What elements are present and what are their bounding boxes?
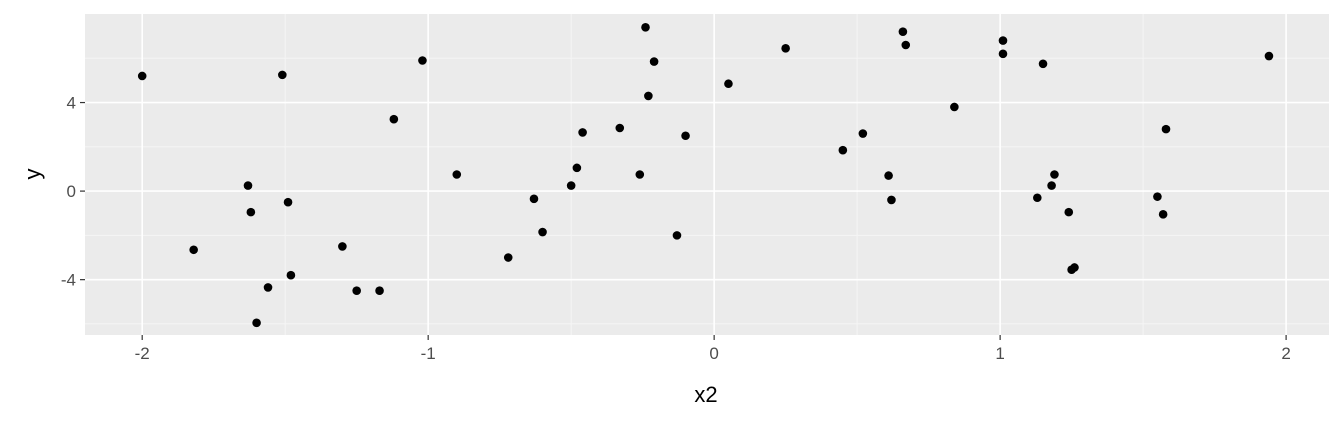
data-point: [418, 56, 427, 65]
data-point: [578, 128, 587, 137]
data-point: [1153, 192, 1162, 201]
data-point: [781, 44, 790, 53]
data-point: [189, 245, 198, 255]
data-point: [1264, 51, 1274, 61]
data-point: [1038, 59, 1048, 69]
data-point: [538, 227, 547, 237]
data-point: [950, 102, 959, 112]
data-point: [389, 114, 399, 124]
y-tick-label: 0: [67, 182, 76, 201]
data-point: [1158, 210, 1168, 219]
data-point: [452, 170, 462, 179]
data-point: [286, 270, 296, 280]
data-point: [352, 286, 361, 296]
data-point: [641, 22, 650, 32]
data-point: [649, 57, 659, 66]
data-point: [529, 194, 539, 204]
data-point: [858, 129, 868, 138]
data-point: [887, 195, 896, 205]
x-tick-label: 1: [995, 344, 1004, 363]
data-point: [724, 79, 733, 89]
y-axis-ticks: -4 0 4: [61, 94, 85, 290]
data-point: [644, 91, 653, 101]
data-points: [137, 22, 1274, 328]
minor-gridlines: [85, 14, 1329, 335]
data-point: [338, 242, 347, 251]
data-point: [998, 36, 1008, 45]
data-point: [1047, 181, 1056, 190]
data-point: [246, 207, 256, 217]
data-point: [615, 123, 625, 133]
data-point: [263, 283, 273, 292]
x-tick-label: 2: [1281, 344, 1290, 363]
data-point: [635, 170, 645, 179]
data-point: [681, 131, 690, 141]
data-point: [884, 171, 893, 180]
data-point: [838, 145, 848, 155]
data-point: [137, 71, 147, 81]
data-point: [566, 181, 576, 190]
data-point: [1050, 170, 1059, 179]
major-gridlines: [85, 14, 1329, 335]
data-point: [1064, 207, 1074, 217]
plot-panel: [85, 14, 1329, 335]
data-point: [243, 181, 253, 190]
data-point: [901, 40, 911, 50]
x-tick-label: -2: [135, 344, 150, 363]
data-point: [998, 49, 1008, 59]
x-axis-ticks: -2 -1 0 1 2: [135, 335, 1291, 363]
data-point: [898, 27, 908, 37]
x-tick-label: 0: [709, 344, 718, 363]
data-point: [572, 163, 582, 173]
y-tick-label: 4: [67, 94, 76, 113]
y-tick-label: -4: [61, 271, 76, 290]
data-point: [283, 197, 293, 207]
data-point: [278, 70, 287, 80]
data-point: [252, 318, 261, 328]
data-point: [503, 253, 513, 262]
data-point: [672, 231, 682, 240]
y-axis-title: y: [20, 169, 45, 180]
x-axis-title: x2: [694, 382, 717, 407]
data-point: [1070, 263, 1079, 272]
x-tick-label: -1: [421, 344, 436, 363]
data-point: [1161, 124, 1171, 134]
data-point: [375, 286, 384, 296]
data-point: [1033, 193, 1042, 203]
